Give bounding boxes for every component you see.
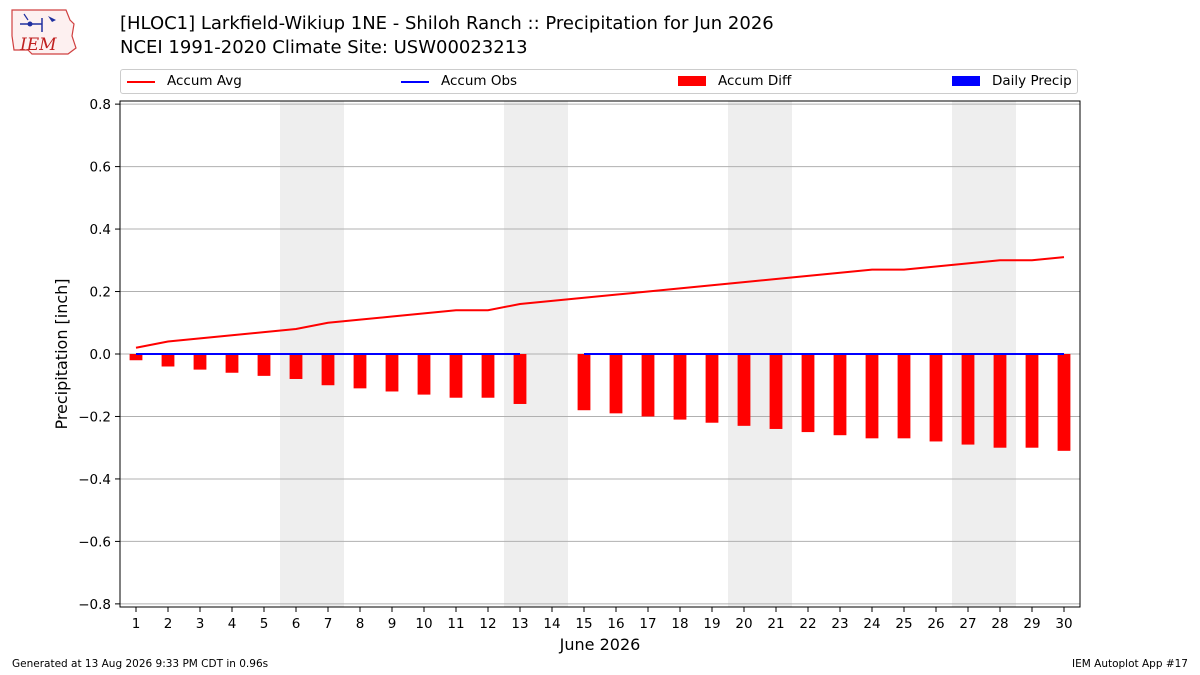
ytick-label: 0.2 bbox=[90, 285, 111, 301]
accum-diff-bar bbox=[929, 354, 943, 442]
ytick-label: 0.8 bbox=[90, 97, 111, 113]
xtick-label: 16 bbox=[607, 616, 624, 632]
accum-diff-bar bbox=[737, 354, 751, 426]
accum-diff-bar bbox=[129, 354, 143, 361]
accum-diff-bar bbox=[897, 354, 911, 439]
xtick-label: 25 bbox=[895, 616, 912, 632]
accum-diff-bar bbox=[417, 354, 431, 395]
accum-diff-bar bbox=[257, 354, 271, 376]
ytick-label: −0.8 bbox=[78, 597, 111, 613]
accum-diff-bar bbox=[513, 354, 527, 404]
accum-diff-bar bbox=[641, 354, 655, 417]
xtick-label: 28 bbox=[991, 616, 1008, 632]
accum-diff-bar bbox=[993, 354, 1007, 448]
xtick-label: 8 bbox=[356, 616, 365, 632]
y-axis-label: Precipitation [inch] bbox=[52, 278, 71, 429]
accum-diff-bar bbox=[321, 354, 335, 386]
xtick-label: 27 bbox=[959, 616, 976, 632]
xtick-label: 14 bbox=[543, 616, 560, 632]
accum-diff-bar bbox=[673, 354, 687, 420]
accum-diff-bar bbox=[1025, 354, 1039, 448]
accum-diff-bar bbox=[353, 354, 367, 389]
xtick-label: 19 bbox=[703, 616, 720, 632]
xtick-label: 22 bbox=[799, 616, 816, 632]
xtick-label: 29 bbox=[1023, 616, 1040, 632]
xtick-label: 21 bbox=[767, 616, 784, 632]
ytick-label: −0.2 bbox=[78, 409, 111, 425]
ytick-label: 0.6 bbox=[90, 160, 111, 176]
accum-diff-bar bbox=[961, 354, 975, 445]
legend-label-accum-obs: Accum Obs bbox=[441, 73, 518, 89]
chart-subtitle: NCEI 1991-2020 Climate Site: USW00023213 bbox=[120, 37, 528, 58]
legend-label-accum-avg: Accum Avg bbox=[167, 73, 242, 89]
legend-swatch-accum-obs bbox=[401, 81, 429, 83]
legend-label-daily-precip: Daily Precip bbox=[992, 73, 1072, 89]
xtick-label: 20 bbox=[735, 616, 752, 632]
ytick-label: −0.6 bbox=[78, 534, 111, 550]
xtick-label: 12 bbox=[479, 616, 496, 632]
accum-diff-bar bbox=[225, 354, 239, 373]
xtick-label: 15 bbox=[575, 616, 592, 632]
xtick-label: 6 bbox=[292, 616, 301, 632]
accum-diff-bar bbox=[577, 354, 591, 411]
xtick-label: 26 bbox=[927, 616, 944, 632]
accum-diff-bar bbox=[769, 354, 783, 429]
accum-diff-bar bbox=[289, 354, 303, 379]
xtick-label: 23 bbox=[831, 616, 848, 632]
accum-diff-bar bbox=[801, 354, 815, 433]
ytick-label: 0.0 bbox=[90, 347, 111, 363]
chart-legend: Accum Avg Accum Obs Accum Diff Daily Pre… bbox=[120, 69, 1078, 94]
xtick-label: 11 bbox=[447, 616, 464, 632]
iem-logo: IEM bbox=[8, 6, 80, 58]
ytick-label: −0.4 bbox=[78, 472, 111, 488]
accum-diff-bar bbox=[449, 354, 463, 398]
xtick-label: 18 bbox=[671, 616, 688, 632]
legend-swatch-accum-avg bbox=[127, 81, 155, 83]
accum-diff-bar bbox=[481, 354, 495, 398]
logo-text: IEM bbox=[19, 35, 57, 55]
plot-frame bbox=[119, 100, 1081, 608]
xtick-label: 2 bbox=[164, 616, 173, 632]
accum-diff-bar bbox=[609, 354, 623, 414]
x-axis-label: June 2026 bbox=[559, 635, 641, 654]
accum-diff-bar bbox=[705, 354, 719, 423]
xtick-label: 10 bbox=[415, 616, 432, 632]
legend-label-accum-diff: Accum Diff bbox=[718, 73, 792, 89]
xtick-label: 4 bbox=[228, 616, 237, 632]
accum-diff-bar bbox=[833, 354, 847, 436]
accum-avg-line-0 bbox=[135, 256, 1065, 349]
xtick-label: 7 bbox=[324, 616, 333, 632]
xtick-label: 5 bbox=[260, 616, 269, 632]
xtick-label: 1 bbox=[132, 616, 141, 632]
xtick-label: 9 bbox=[388, 616, 397, 632]
accum-diff-bar bbox=[161, 354, 175, 367]
legend-swatch-daily-precip bbox=[952, 76, 980, 86]
xtick-label: 30 bbox=[1055, 616, 1072, 632]
chart-title: [HLOC1] Larkfield-Wikiup 1NE - Shiloh Ra… bbox=[120, 13, 774, 34]
xtick-label: 24 bbox=[863, 616, 880, 632]
accum-diff-bar bbox=[385, 354, 399, 392]
legend-swatch-accum-diff bbox=[678, 76, 706, 86]
generated-footer: Generated at 13 Aug 2026 9:33 PM CDT in … bbox=[12, 658, 269, 670]
app-footer: IEM Autoplot App #17 bbox=[1072, 658, 1188, 670]
ytick-label: 0.4 bbox=[90, 222, 111, 238]
accum-diff-bar bbox=[865, 354, 879, 439]
xtick-label: 13 bbox=[511, 616, 528, 632]
xtick-label: 17 bbox=[639, 616, 656, 632]
accum-diff-bar bbox=[1057, 354, 1071, 451]
accum-diff-bar bbox=[193, 354, 207, 370]
xtick-label: 3 bbox=[196, 616, 205, 632]
